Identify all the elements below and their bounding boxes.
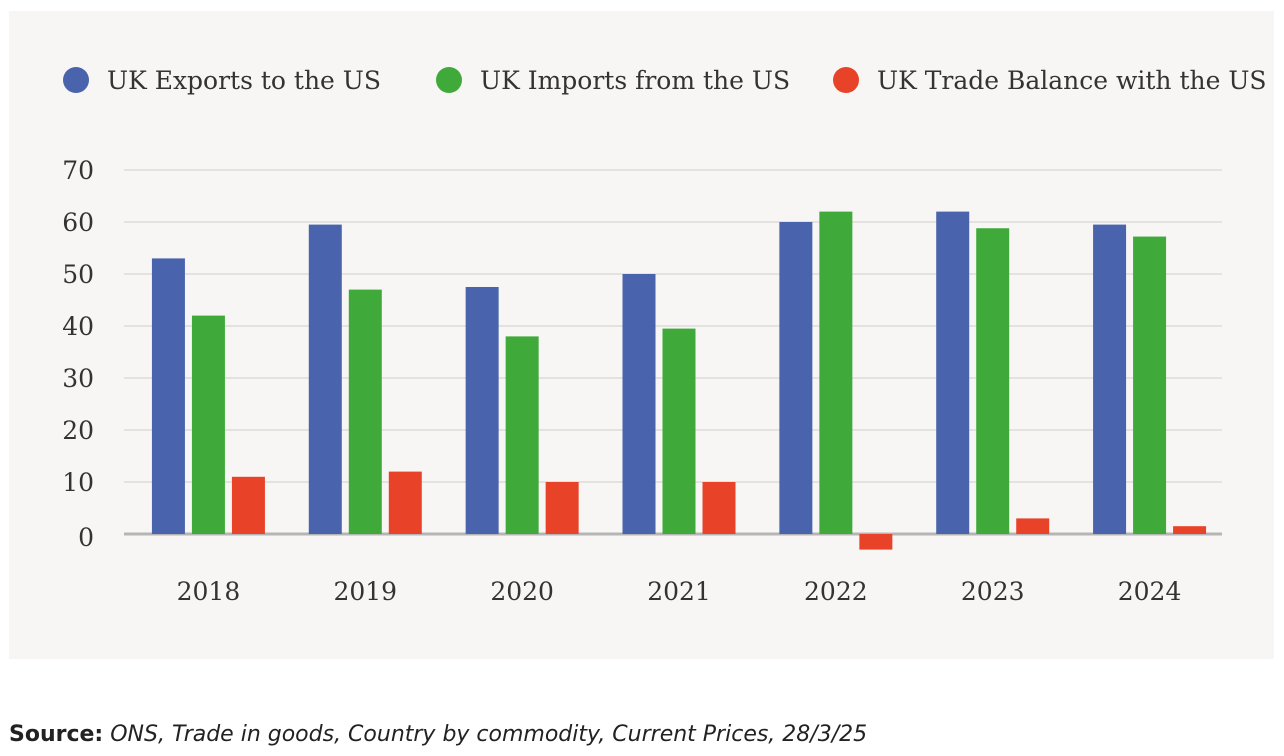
bar-uk-exports-to-the-us-2018 [151, 258, 185, 534]
bar-uk-trade-balance-with-the-us-2022 [859, 534, 893, 550]
x-tick-label: 2019 [333, 577, 397, 606]
bar-uk-exports-to-the-us-2020 [465, 287, 499, 534]
bar-uk-trade-balance-with-the-us-2019 [388, 471, 422, 534]
bar-uk-trade-balance-with-the-us-2020 [545, 482, 579, 534]
y-tick-label: 70 [62, 156, 94, 185]
bar-uk-exports-to-the-us-2023 [936, 211, 970, 534]
bar-uk-exports-to-the-us-2021 [622, 274, 656, 534]
bar-uk-imports-from-the-us-2019 [348, 289, 382, 534]
bar-uk-imports-from-the-us-2020 [505, 336, 539, 534]
x-tick-label: 2023 [961, 577, 1025, 606]
y-tick-label: 40 [62, 312, 94, 341]
x-tick-label: 2018 [177, 577, 241, 606]
y-tick-label: 50 [62, 260, 94, 289]
legend-label: UK Exports to the US [107, 66, 381, 95]
y-axis: 0 10 20 30 40 50 60 70 [62, 156, 94, 552]
y-tick-label: 30 [62, 364, 94, 393]
x-tick-label: 2021 [647, 577, 711, 606]
bar-uk-imports-from-the-us-2024 [1133, 236, 1167, 534]
source-note: Source: ONS, Trade in goods, Country by … [9, 722, 867, 747]
bar-uk-imports-from-the-us-2021 [662, 328, 696, 534]
bar-uk-imports-from-the-us-2018 [191, 315, 225, 534]
legend-marker [63, 67, 89, 93]
source-text: ONS, Trade in goods, Country by commodit… [110, 722, 868, 747]
legend: UK Exports to the US UK Imports from the … [63, 66, 1267, 95]
legend-marker [833, 67, 859, 93]
legend-label: UK Imports from the US [480, 66, 790, 95]
bar-uk-imports-from-the-us-2023 [976, 228, 1010, 535]
bar-uk-trade-balance-with-the-us-2018 [231, 476, 265, 534]
bar-uk-exports-to-the-us-2019 [308, 224, 342, 534]
y-tick-label: 10 [62, 468, 94, 497]
bar-uk-exports-to-the-us-2024 [1093, 224, 1127, 534]
y-tick-label: 60 [62, 208, 94, 237]
x-tick-label: 2020 [490, 577, 554, 606]
y-tick-label: 0 [78, 523, 94, 552]
bars [151, 211, 1207, 550]
x-axis: 2018 2019 2020 2021 2022 2023 2024 [177, 577, 1182, 606]
bar-uk-trade-balance-with-the-us-2023 [1016, 518, 1050, 534]
bar-uk-trade-balance-with-the-us-2024 [1173, 526, 1207, 534]
source-label: Source: [9, 722, 104, 747]
legend-marker [436, 67, 462, 93]
x-tick-label: 2024 [1118, 577, 1182, 606]
trade-chart: UK Exports to the US UK Imports from the … [62, 66, 1267, 606]
y-tick-label: 20 [62, 416, 94, 445]
x-tick-label: 2022 [804, 577, 868, 606]
bar-uk-exports-to-the-us-2022 [779, 222, 813, 534]
bar-uk-imports-from-the-us-2022 [819, 211, 853, 534]
legend-label: UK Trade Balance with the US [877, 66, 1267, 95]
bar-uk-trade-balance-with-the-us-2021 [702, 482, 736, 534]
